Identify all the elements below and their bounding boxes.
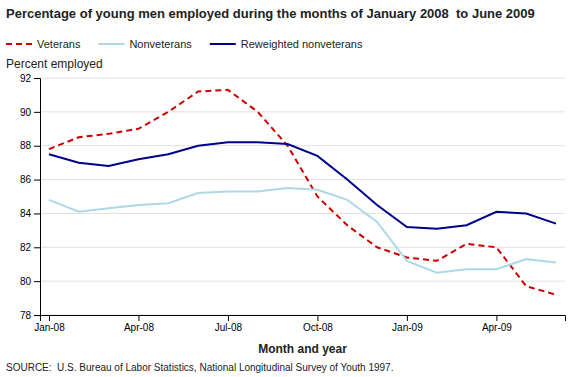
x-axis-label: Month and year <box>258 342 347 356</box>
y-tick-label: 78 <box>20 310 32 321</box>
source: SOURCE: U.S. Bureau of Labor Statistics,… <box>6 362 393 373</box>
y-tick-mark <box>34 247 40 248</box>
legend-label: Reweighted nonveterans <box>241 38 363 50</box>
grid-line <box>40 281 565 282</box>
y-tick-label: 86 <box>20 174 32 185</box>
grid-line <box>40 78 565 79</box>
x-tick: Apr-08 <box>124 315 154 333</box>
y-axis-label: Percent employed <box>6 57 103 71</box>
y-tick: 86 <box>20 174 40 185</box>
x-tick-mark <box>49 315 50 321</box>
y-tick-mark <box>34 281 40 282</box>
y-tick-label: 92 <box>20 73 32 84</box>
legend-label: Nonveterans <box>129 38 192 50</box>
y-tick: 90 <box>20 107 40 118</box>
x-tick-mark <box>317 315 318 321</box>
y-tick-label: 90 <box>20 107 32 118</box>
y-tick-mark <box>34 213 40 214</box>
lines <box>49 90 556 295</box>
chart: Percentage of young men employed during … <box>0 0 580 377</box>
y-axis-line <box>34 79 41 316</box>
x-tick: Apr-09 <box>482 315 512 333</box>
y-tick-mark <box>34 315 40 316</box>
grid-line <box>40 145 565 146</box>
grid-line <box>40 247 565 248</box>
series-line <box>49 188 556 273</box>
x-tick-label: Apr-09 <box>482 322 512 333</box>
x-tick: Jan-09 <box>392 315 423 333</box>
y-tick: 88 <box>20 140 40 151</box>
x-tick-label: Jul-08 <box>215 322 243 333</box>
plot-area: 78 80 82 84 86 88 90 92 Jan-08 Apr-08 Jul-08 Oct-08… <box>20 73 566 333</box>
y-tick: 92 <box>20 73 40 84</box>
legend-swatch <box>6 43 32 45</box>
y-tick-label: 80 <box>20 276 32 287</box>
grid <box>40 78 565 315</box>
x-tick-label: Apr-08 <box>124 322 154 333</box>
y-tick-mark <box>34 146 40 147</box>
legend-item: Reweighted nonveterans <box>210 38 363 50</box>
grid-line <box>40 111 565 112</box>
y-tick-label: 88 <box>20 140 32 151</box>
legend-label: Veterans <box>37 38 81 50</box>
series-line <box>49 142 556 228</box>
x-tick: Jan-08 <box>34 315 65 333</box>
y-tick: 80 <box>20 276 40 287</box>
x-tick-mark <box>228 315 229 321</box>
x-tick-mark <box>407 315 408 321</box>
legend-swatch <box>98 43 124 45</box>
y-tick-mark <box>34 180 40 181</box>
x-tick-label: Jan-09 <box>392 322 423 333</box>
x-tick-label: Jan-08 <box>34 322 65 333</box>
y-tick: 78 <box>20 310 40 321</box>
grid-line <box>40 213 565 214</box>
y-tick-label: 84 <box>20 208 32 219</box>
legend-item: Nonveterans <box>98 38 192 50</box>
y-tick-label: 82 <box>20 242 32 253</box>
x-axis: Jan-08 Apr-08 Jul-08 Oct-08 Jan-09 Apr-09 <box>34 315 565 333</box>
series-line <box>49 90 556 295</box>
y-tick: 84 <box>20 208 40 219</box>
x-tick-mark <box>138 315 139 321</box>
legend-item: Veterans <box>6 38 81 50</box>
legend: Veterans Nonveterans Reweighted nonveteran… <box>6 38 363 50</box>
x-tick: Oct-08 <box>303 315 333 333</box>
x-axis-line <box>41 316 566 322</box>
x-tick-label: Oct-08 <box>303 322 333 333</box>
grid-line <box>40 179 565 180</box>
y-axis: 78 80 82 84 86 88 90 92 <box>20 73 41 321</box>
title: Percentage of young men employed during … <box>6 6 535 21</box>
legend-swatch <box>210 43 236 45</box>
x-tick-mark <box>496 315 497 321</box>
y-tick: 82 <box>20 242 40 253</box>
y-tick-mark <box>34 78 40 79</box>
y-tick-mark <box>34 112 40 113</box>
x-tick: Jul-08 <box>215 315 243 333</box>
